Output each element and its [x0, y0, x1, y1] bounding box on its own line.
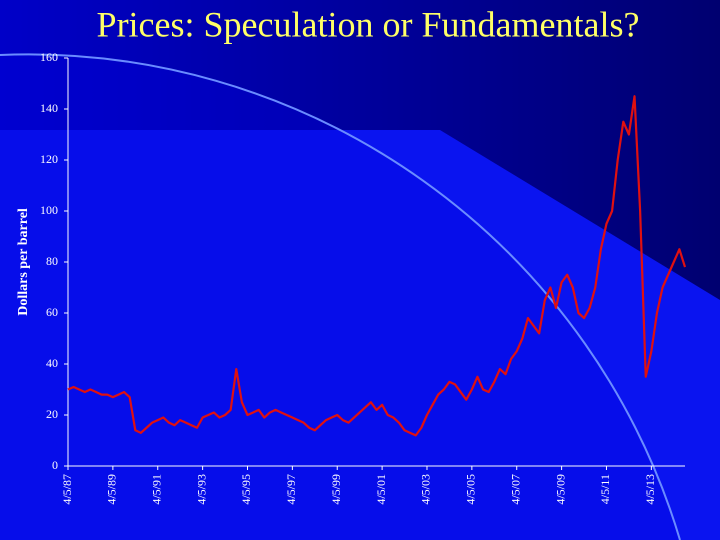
chart-title: Prices: Speculation or Fundamentals? — [97, 4, 640, 44]
x-tick-label: 4/5/99 — [329, 474, 343, 505]
x-tick-label: 4/5/07 — [508, 474, 522, 505]
x-tick-label: 4/5/03 — [419, 474, 433, 505]
x-tick-label: 4/5/13 — [643, 474, 657, 505]
y-tick-label: 140 — [40, 101, 58, 115]
background-band — [0, 130, 720, 540]
x-tick-label: 4/5/01 — [374, 474, 388, 505]
y-tick-label: 120 — [40, 152, 58, 166]
y-tick-label: 100 — [40, 203, 58, 217]
y-tick-label: 20 — [46, 407, 58, 421]
y-axis-label: Dollars per barrel — [16, 208, 31, 316]
x-tick-label: 4/5/87 — [60, 474, 74, 505]
y-tick-label: 40 — [46, 356, 58, 370]
background-arc — [0, 53, 681, 540]
x-tick-label: 4/5/95 — [239, 474, 253, 505]
x-tick-label: 4/5/91 — [149, 474, 163, 505]
x-tick-label: 4/5/97 — [284, 474, 298, 505]
x-tick-label: 4/5/05 — [464, 474, 478, 505]
x-tick-label: 4/5/89 — [105, 474, 119, 505]
y-tick-label: 80 — [46, 254, 58, 268]
y-tick-label: 60 — [46, 305, 58, 319]
x-tick-label: 4/5/09 — [553, 474, 567, 505]
x-tick-label: 4/5/93 — [194, 474, 208, 505]
price-line — [67, 95, 687, 437]
y-tick-label: 0 — [52, 458, 58, 472]
x-tick-label: 4/5/11 — [598, 474, 612, 504]
background-circle — [0, 54, 680, 540]
y-tick-label: 160 — [40, 50, 58, 64]
